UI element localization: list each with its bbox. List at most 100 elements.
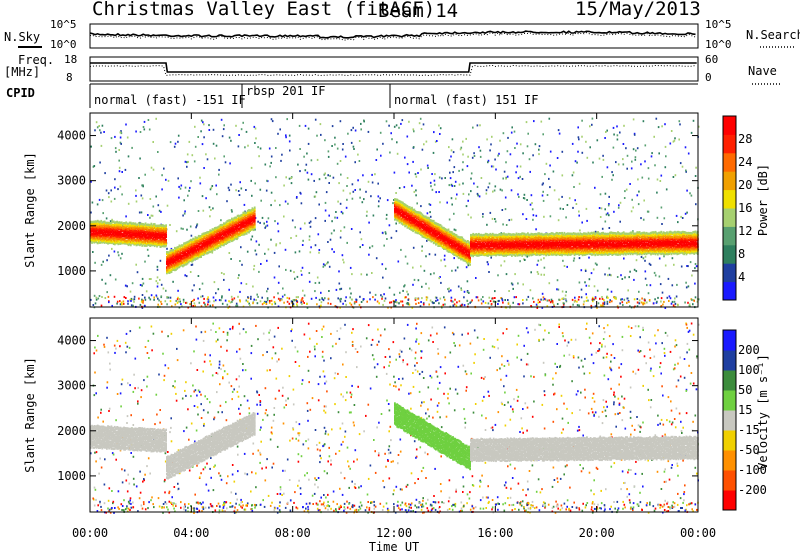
scatter-cell: [270, 162, 272, 164]
scatter-cell: [215, 185, 217, 187]
scatter-cell: [531, 194, 533, 196]
noise-search-label: N.Search: [746, 28, 800, 42]
scatter-cell: [271, 118, 273, 120]
ground-cell: [572, 299, 574, 301]
ground-cell: [498, 300, 500, 302]
scatter-cell: [317, 277, 319, 279]
ground-cell: [488, 302, 490, 304]
scatter-cell: [307, 172, 309, 174]
scatter-cell: [285, 176, 287, 178]
scatter-cell: [673, 264, 675, 266]
scatter-cell: [439, 133, 441, 135]
scatter-cell: [292, 219, 294, 221]
scatter-cell: [140, 284, 142, 286]
scatter-cell: [560, 208, 562, 210]
scatter-cell: [509, 219, 511, 221]
scatter-cell: [541, 274, 543, 276]
scatter-cell: [282, 296, 284, 298]
scatter-cell: [451, 204, 453, 206]
scatter-cell: [347, 177, 349, 179]
ground-cell: [231, 298, 233, 300]
scatter-cell: [579, 183, 581, 185]
scatter-cell: [242, 122, 244, 124]
ground-cell: [148, 297, 150, 299]
scatter-cell: [487, 263, 489, 265]
scatter-cell: [466, 266, 468, 268]
ground-cell: [153, 297, 155, 299]
scatter-cell: [666, 188, 668, 190]
scatter-cell: [582, 152, 584, 154]
scatter-cell: [578, 136, 580, 138]
scatter-cell: [213, 143, 215, 145]
scatter-cell: [337, 297, 339, 299]
scatter-cell: [333, 251, 335, 253]
scatter-cell: [602, 228, 604, 230]
scatter-cell: [189, 141, 191, 143]
scatter-cell: [357, 179, 359, 181]
ground-cell: [261, 297, 263, 299]
ground-cell: [247, 296, 249, 298]
scatter-cell: [518, 196, 520, 198]
ground-cell: [634, 298, 636, 300]
scatter-cell: [101, 279, 103, 281]
scatter-cell: [260, 200, 262, 202]
scatter-cell: [344, 226, 346, 228]
ground-cell: [463, 296, 465, 298]
scatter-cell: [438, 191, 440, 193]
ground-cell: [220, 299, 222, 301]
scatter-cell: [244, 146, 246, 148]
scatter-cell: [334, 137, 336, 139]
scatter-cell: [379, 197, 381, 199]
scatter-cell: [460, 148, 462, 150]
ground-cell: [578, 305, 580, 307]
scatter-cell: [538, 153, 540, 155]
scatter-cell: [615, 161, 617, 163]
scatter-cell: [575, 160, 577, 162]
scatter-cell: [694, 267, 696, 269]
ground-cell: [170, 297, 172, 299]
scatter-cell: [413, 130, 415, 132]
scatter-cell: [128, 155, 130, 157]
scatter-cell: [268, 217, 270, 219]
scatter-cell: [223, 155, 225, 157]
ground-cell: [323, 299, 325, 301]
scatter-cell: [426, 141, 428, 143]
scatter-cell: [511, 126, 513, 128]
scatter-cell: [246, 283, 248, 285]
scatter-cell: [252, 236, 254, 238]
scatter-cell: [651, 155, 653, 157]
scatter-cell: [542, 195, 544, 197]
scatter-cell: [411, 185, 413, 187]
scatter-cell: [574, 257, 576, 259]
scatter-cell: [324, 264, 326, 266]
ground-cell: [420, 301, 422, 303]
scatter-cell: [114, 178, 116, 180]
scatter-cell: [275, 147, 277, 149]
band-cell: [165, 230, 167, 232]
scatter-cell: [256, 294, 258, 296]
scatter-cell: [606, 214, 608, 216]
ground-cell: [667, 297, 669, 299]
scatter-cell: [359, 246, 361, 248]
scatter-cell: [657, 217, 659, 219]
scatter-cell: [266, 260, 268, 262]
scatter-cell: [194, 126, 196, 128]
scatter-cell: [186, 161, 188, 163]
scatter-cell: [170, 141, 172, 143]
ground-cell: [675, 303, 677, 305]
scatter-cell: [400, 249, 402, 251]
scatter-cell: [333, 177, 335, 179]
ground-cell: [444, 299, 446, 301]
scatter-cell: [157, 286, 159, 288]
scatter-cell: [140, 131, 142, 133]
scatter-cell: [319, 282, 321, 284]
scatter-cell: [230, 302, 232, 304]
scatter-cell: [434, 184, 436, 186]
scatter-cell: [313, 180, 315, 182]
scatter-cell: [340, 237, 342, 239]
scatter-cell: [241, 128, 243, 130]
scatter-cell: [264, 227, 266, 229]
scatter-cell: [286, 118, 288, 120]
scatter-cell: [402, 119, 404, 121]
scatter-cell: [424, 270, 426, 272]
